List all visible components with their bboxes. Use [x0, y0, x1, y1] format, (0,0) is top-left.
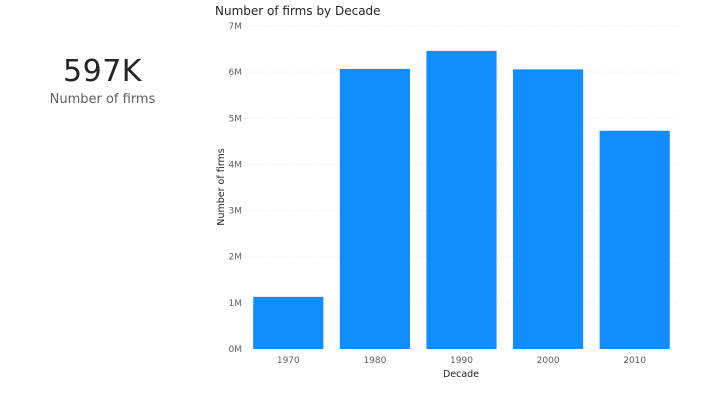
y-tick-label: 4M — [229, 160, 243, 170]
bar-chart: 0M 1M 2M 3M 4M 5M 6M 7M 1970 1980 1990 2000 2010 Nu… — [216, 22, 678, 380]
bar-2010[interactable] — [599, 130, 670, 349]
card-value: 597K — [63, 54, 142, 89]
y-axis-ticks: 0M 1M 2M 3M 4M 5M 6M 7M — [229, 22, 243, 355]
bar-1970[interactable] — [253, 296, 324, 349]
x-tick-label: 2010 — [623, 356, 646, 366]
y-tick-label: 1M — [229, 299, 243, 309]
bars — [253, 50, 670, 350]
y-tick-label: 2M — [229, 253, 243, 263]
y-tick-label: 5M — [229, 114, 243, 124]
x-axis-ticks: 1970 1980 1990 2000 2010 — [277, 356, 647, 366]
chart-title: Number of firms by Decade — [215, 4, 381, 18]
y-tick-label: 0M — [229, 345, 243, 355]
y-tick-label: 3M — [229, 207, 243, 217]
bar-2000[interactable] — [513, 69, 584, 350]
x-tick-label: 1970 — [277, 356, 300, 366]
x-tick-label: 1980 — [363, 356, 386, 366]
x-tick-label: 1990 — [450, 356, 473, 366]
y-tick-label: 6M — [229, 68, 243, 78]
card-label: Number of firms — [49, 92, 156, 107]
bar-1990[interactable] — [426, 50, 497, 349]
bar-1980[interactable] — [339, 68, 410, 350]
x-tick-label: 2000 — [537, 356, 560, 366]
y-axis-title: Number of firms — [216, 148, 227, 225]
x-axis-title: Decade — [443, 369, 479, 380]
y-tick-label: 7M — [229, 22, 243, 32]
number-of-firms-card: 597K Number of firms — [20, 55, 185, 135]
